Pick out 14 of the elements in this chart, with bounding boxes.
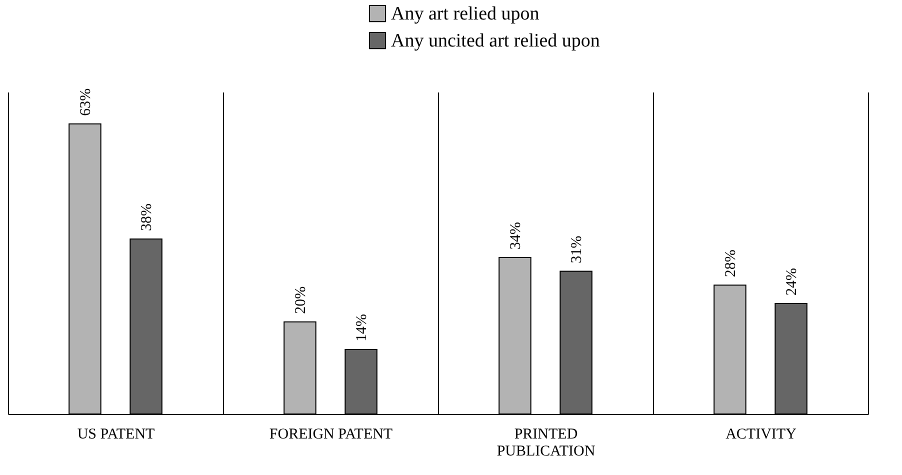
data-label: 31% bbox=[569, 236, 586, 264]
x-tick-label: ACTIVITY bbox=[726, 426, 797, 442]
data-label: 24% bbox=[784, 268, 800, 296]
x-tick-label: FOREIGN PATENT bbox=[269, 426, 393, 442]
data-label: 20% bbox=[292, 286, 309, 314]
data-label: 63% bbox=[78, 88, 94, 116]
legend-label: Any uncited art relied upon bbox=[391, 30, 600, 52]
data-label: 38% bbox=[139, 204, 156, 232]
legend-label: Any art relied upon bbox=[391, 4, 540, 24]
data-label: 28% bbox=[722, 250, 739, 278]
x-tick-label: PRINTED PUBLICATION bbox=[496, 426, 596, 460]
x-tick-label: US PATENT bbox=[77, 426, 155, 442]
data-label: 34% bbox=[508, 222, 524, 250]
data-label: 14% bbox=[354, 314, 370, 342]
